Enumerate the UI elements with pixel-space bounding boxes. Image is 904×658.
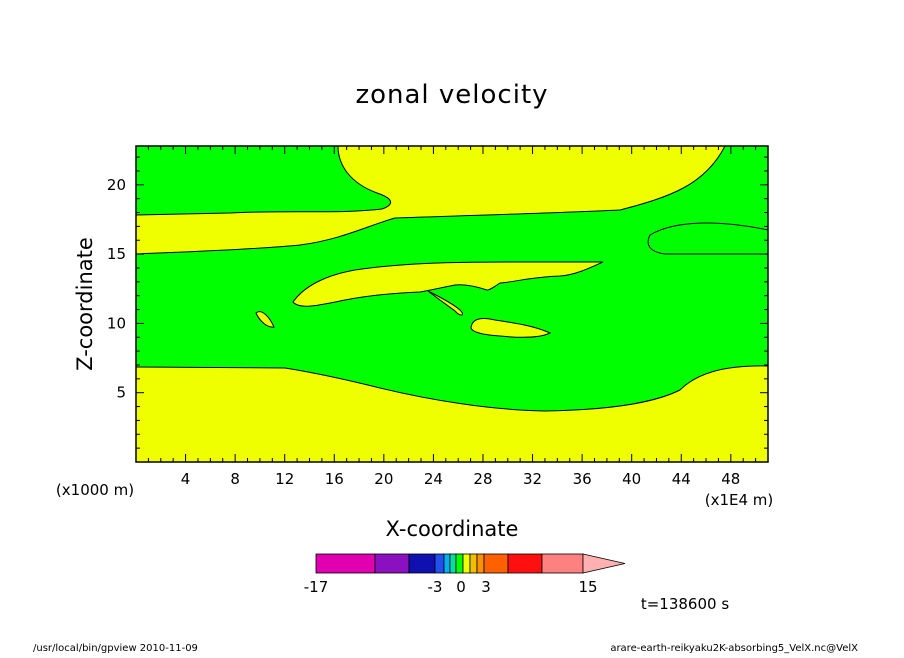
- x-tick-label: 28: [473, 470, 492, 488]
- plot-frame: [135, 145, 769, 463]
- y-axis-ticks: 5 10 15 20: [107, 156, 768, 449]
- colorbar-swatch: [443, 553, 451, 574]
- chart-title: zonal velocity: [355, 80, 548, 110]
- colorbar-swatch: [476, 553, 485, 574]
- x-tick-label: 40: [622, 470, 641, 488]
- x-tick-label: 24: [424, 470, 443, 488]
- x-tick-label: 32: [523, 470, 542, 488]
- contour-island-large: [292, 261, 604, 307]
- y-axis-label: Z-coordinate: [73, 237, 97, 371]
- colorbar-label: -17: [304, 578, 329, 596]
- x-tick-label: 4: [181, 470, 191, 488]
- y-tick-label: 15: [107, 245, 126, 263]
- colorbar-swatch: [455, 553, 464, 574]
- colorbar-swatch: [408, 553, 436, 574]
- x-axis-ticks: 4 8 12 16 20 24 28 32 36 40 44 48: [147, 146, 757, 488]
- contour-line-right-lobe: [647, 222, 768, 255]
- y-tick-label: 5: [116, 384, 126, 402]
- colorbar-label: 0: [456, 578, 466, 596]
- colorbar-swatch: [541, 553, 584, 574]
- colorbar-arrow: [582, 553, 626, 574]
- colorbar-label: 15: [578, 578, 597, 596]
- contour-island-small: [255, 311, 275, 328]
- colorbar-swatch: [374, 553, 410, 574]
- contour-fills: [136, 146, 768, 462]
- x-tick-label: 8: [230, 470, 240, 488]
- colorbar-swatch: [462, 553, 471, 574]
- footer-left: /usr/local/bin/gpview 2010-11-09: [33, 643, 198, 654]
- x-unit-label: (x1E4 m): [705, 491, 774, 509]
- colorbar-label: 3: [481, 578, 491, 596]
- contour-region-lower-green-edge: [136, 365, 768, 462]
- y-unit-label: (x1000 m): [56, 481, 134, 499]
- colorbar-label: -3: [428, 578, 443, 596]
- x-tick-label: 20: [374, 470, 393, 488]
- contour-island-lower: [470, 318, 552, 338]
- x-tick-label: 12: [275, 470, 294, 488]
- y-tick-label: 10: [107, 314, 126, 332]
- x-tick-label: 16: [325, 470, 344, 488]
- colorbar-swatch: [449, 553, 457, 574]
- time-label: t=138600 s: [641, 595, 729, 613]
- contour-line-upper-right: [136, 146, 726, 255]
- colorbar-swatch: [315, 553, 376, 574]
- contour-island-finger: [427, 290, 463, 316]
- x-tick-label: 48: [721, 470, 740, 488]
- x-axis-label: X-coordinate: [386, 517, 519, 541]
- x-tick-label: 44: [672, 470, 691, 488]
- contour-line-bottom: [136, 365, 768, 412]
- colorbar-swatch: [483, 553, 509, 574]
- colorbar: -17 -3 0 3 15: [304, 553, 626, 596]
- y-tick-label: 20: [107, 176, 126, 194]
- contour-region-upper-green: [136, 146, 391, 215]
- colorbar-swatch: [507, 553, 543, 574]
- colorbar-swatch: [434, 553, 445, 574]
- contour-line-top: [136, 146, 392, 216]
- colorbar-swatch: [469, 553, 478, 574]
- footer-right: arare-earth-reikyaku2K-absorbing5_VelX.n…: [610, 643, 858, 654]
- x-tick-label: 36: [573, 470, 592, 488]
